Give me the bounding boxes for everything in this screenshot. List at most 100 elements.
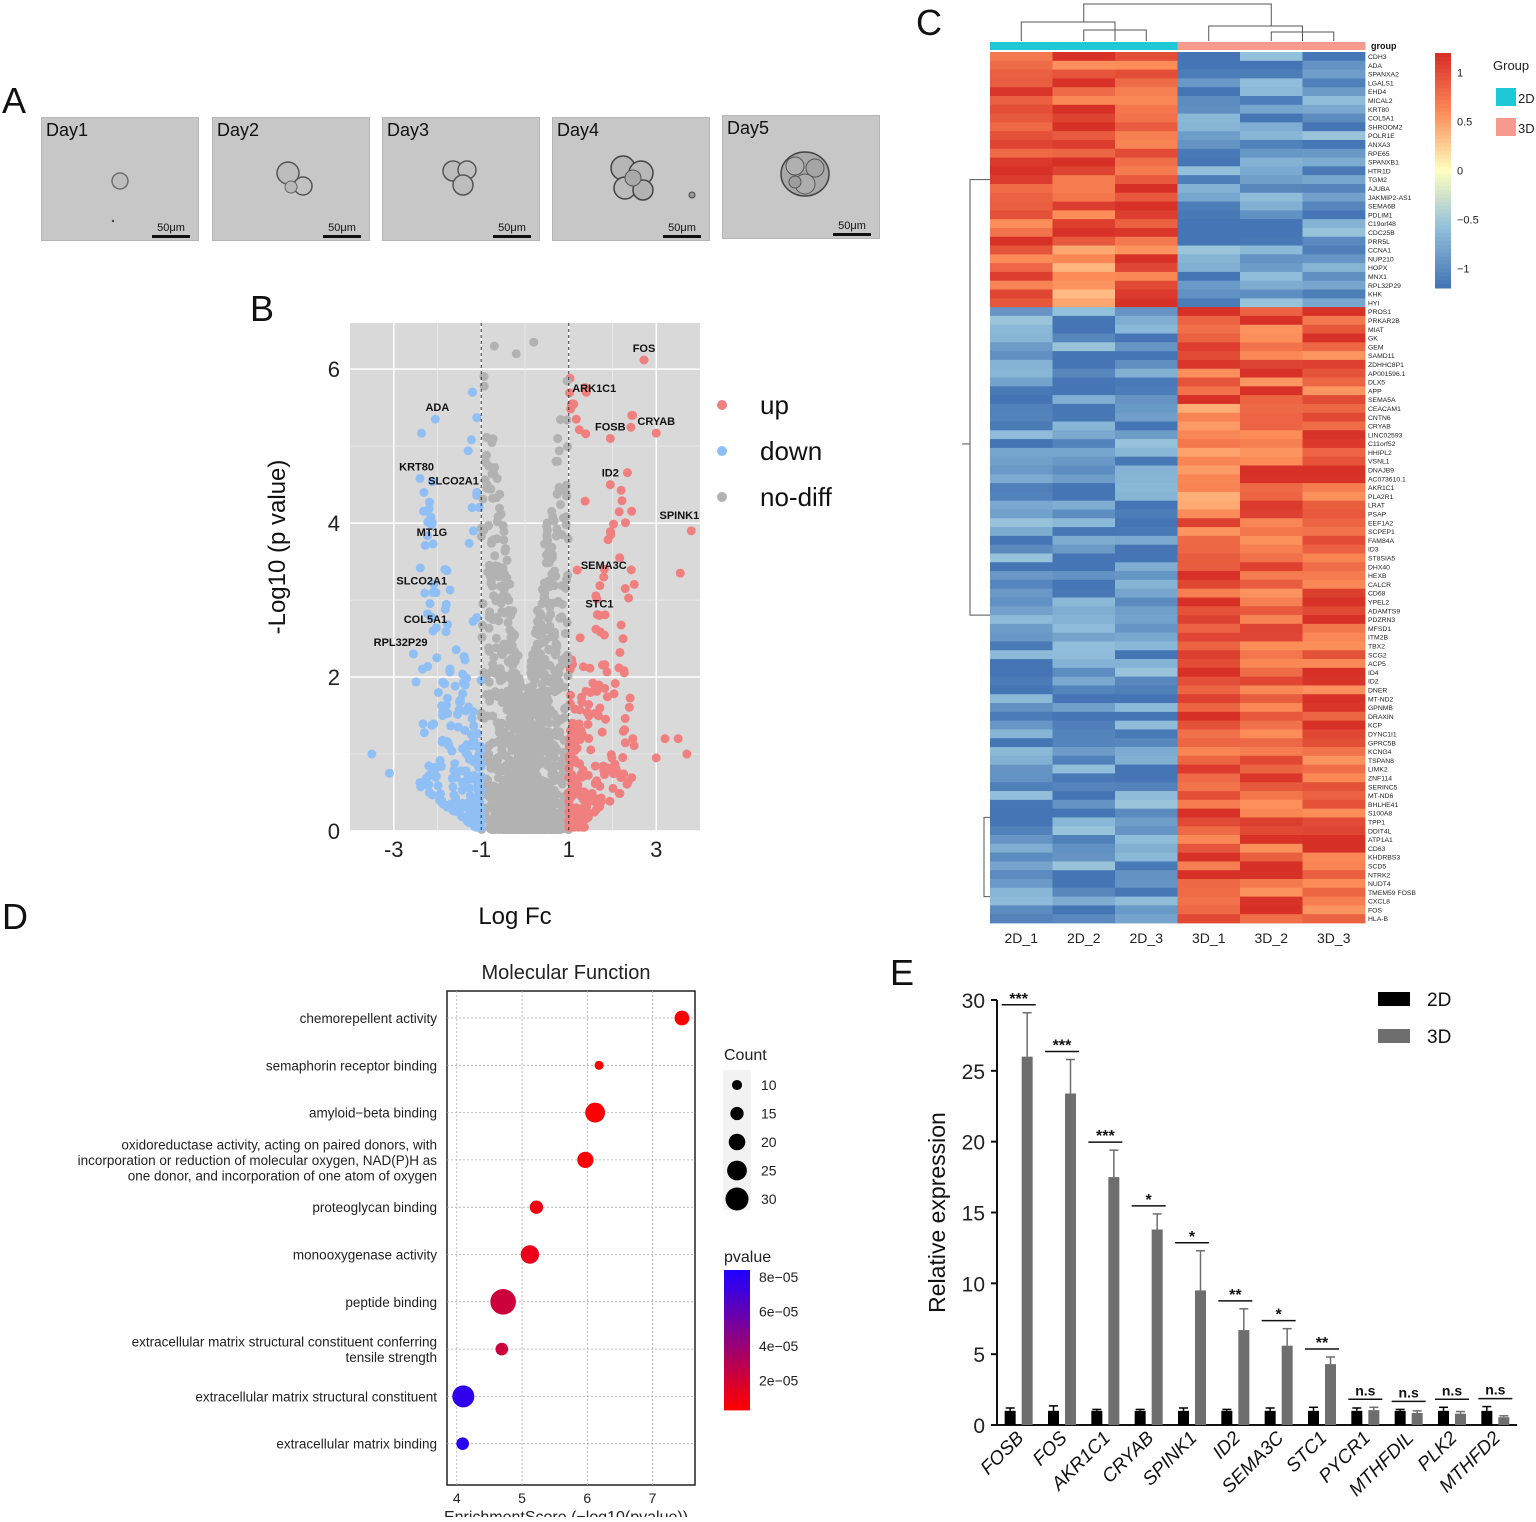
colorbar-segment — [1435, 107, 1451, 113]
heatmap-cell — [1052, 861, 1116, 871]
heatmap-cell — [1302, 791, 1366, 801]
volcano-point — [562, 618, 572, 628]
volcano-point — [417, 428, 427, 438]
heatmap-cell — [1115, 676, 1178, 686]
color-legend-segment — [724, 1317, 750, 1321]
colorbar-segment — [1435, 68, 1451, 74]
volcano-point — [599, 630, 609, 640]
heatmap-cell — [1302, 491, 1366, 502]
column-label: 2D_2 — [1067, 930, 1101, 946]
heatmap-cell — [1177, 157, 1241, 167]
legend-label: 3D — [1427, 1027, 1451, 1048]
colorbar-segment — [1435, 92, 1451, 97]
volcano-point — [554, 446, 564, 456]
row-label: GK — [1368, 336, 1378, 343]
heatmap-cell — [1177, 562, 1241, 572]
volcano-point — [489, 614, 499, 624]
heatmap-cell — [1302, 676, 1366, 686]
size-legend-label: 20 — [761, 1134, 777, 1150]
heatmap-cell — [1302, 623, 1366, 634]
row-label: DDIT4L — [1368, 828, 1392, 835]
volcano-point — [581, 429, 591, 439]
y-tick-label: 6 — [328, 357, 340, 382]
volcano-point — [628, 410, 638, 420]
heatmap-cell — [1052, 183, 1116, 194]
row-label: MIAT — [1368, 327, 1384, 334]
scale-bar-label: 50μm — [838, 220, 866, 232]
heatmap-cell — [1115, 535, 1178, 546]
heatmap-cell — [1115, 685, 1178, 695]
heatmap-cell — [1177, 351, 1241, 361]
heatmap-cell — [1302, 412, 1366, 422]
cell-cluster-picture — [276, 161, 313, 196]
heatmap-cell — [1177, 579, 1241, 590]
color-legend-segment — [724, 1376, 750, 1380]
volcano-point — [563, 534, 573, 544]
point-label: SLCO2A1 — [396, 575, 447, 587]
heatmap-cell — [1177, 395, 1241, 405]
heatmap-cell — [1302, 342, 1366, 352]
volcano-point — [605, 796, 615, 806]
volcano-point — [532, 648, 542, 658]
row-label: HEXB — [1368, 573, 1387, 580]
volcano-point — [606, 750, 616, 760]
heatmap-cell — [1240, 791, 1303, 801]
row-label: GEM — [1368, 344, 1384, 351]
heatmap-cell — [1115, 817, 1178, 827]
term-label: tensile strength — [345, 1350, 437, 1365]
volcano-point — [488, 493, 498, 503]
significance-label: * — [1146, 1192, 1153, 1209]
volcano-point — [567, 718, 577, 728]
heatmap-cell — [1177, 377, 1241, 387]
heatmap-cell — [1240, 606, 1303, 616]
volcano-point — [602, 667, 612, 677]
row-label: ATP1A1 — [1368, 837, 1393, 844]
color-legend-segment — [724, 1337, 750, 1341]
heatmap-cell — [1302, 518, 1366, 528]
volcano-point — [429, 579, 439, 589]
significance-label: *** — [1096, 1128, 1115, 1145]
legend-swatch — [1378, 992, 1410, 1006]
heatmap-cell — [1240, 773, 1303, 783]
volcano-point — [477, 632, 487, 642]
volcano-point — [616, 485, 626, 495]
heatmap-cell — [1240, 491, 1303, 502]
heatmap-cell — [1302, 641, 1366, 651]
row-label: TSPAN8 — [1368, 758, 1394, 765]
volcano-point — [423, 609, 433, 619]
heatmap-cell — [1240, 210, 1303, 220]
heatmap-cell — [1240, 245, 1303, 255]
heatmap-cell — [1052, 667, 1116, 678]
heatmap-cell — [1177, 245, 1241, 255]
colorbar-segment — [1435, 72, 1451, 77]
volcano-point — [571, 745, 581, 755]
volcano-point — [427, 477, 437, 487]
heatmap-cell — [1052, 676, 1116, 686]
heatmap-cell — [1177, 509, 1241, 519]
heatmap-cell — [990, 69, 1053, 79]
color-legend-segment — [724, 1326, 750, 1330]
volcano-point — [599, 564, 609, 574]
volcano-point — [417, 664, 427, 674]
colorbar-segment — [1435, 233, 1451, 238]
row-label: ACP5 — [1368, 661, 1386, 668]
heatmap-cell — [1052, 659, 1116, 669]
heatmap-cell — [1177, 175, 1241, 185]
volcano-point — [483, 567, 493, 577]
row-label: S100A8 — [1368, 811, 1392, 818]
row-label: SPANXA2 — [1368, 72, 1399, 79]
volcano-point — [453, 709, 463, 719]
point-label: COL5A1 — [404, 614, 447, 626]
heatmap-cell — [1302, 157, 1366, 167]
colorbar-segment — [1435, 139, 1451, 144]
heatmap-cell — [1177, 641, 1241, 651]
heatmap-cell — [1177, 95, 1241, 106]
volcano-point — [622, 779, 632, 789]
colorbar-segment — [1435, 143, 1451, 148]
volcano-point — [559, 713, 569, 723]
colorbar-segment — [1435, 154, 1451, 160]
heatmap-cell — [1302, 615, 1366, 625]
colorbar-segment — [1435, 135, 1451, 140]
volcano-point — [484, 461, 494, 471]
volcano-point — [464, 538, 474, 548]
